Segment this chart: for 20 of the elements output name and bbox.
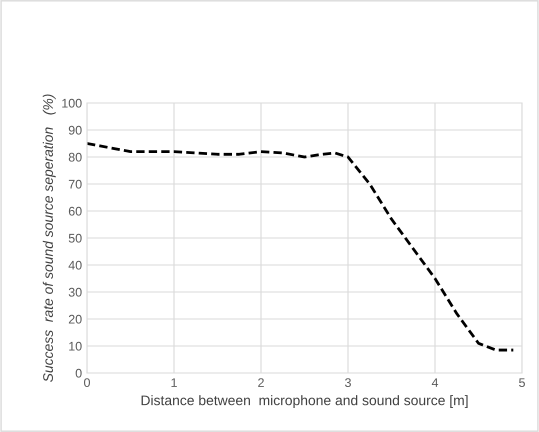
y-tick-label: 50 [68,234,82,243]
x-tick-label: 5 [519,378,525,388]
x-tick-label: 3 [345,378,351,388]
x-tick-label: 4 [432,378,438,387]
y-tick-label: 30 [68,288,82,297]
y-tick-label: 100 [62,98,82,108]
y-tick-label: 80 [68,152,82,162]
x-tick-label: 2 [258,378,264,387]
y-tick-label: 10 [69,342,82,351]
line-series [87,142,515,352]
x-axis-title: Distance between microphone and sound source [m] [142,395,468,408]
y-tick-label: 20 [68,314,82,324]
y-tick-label: 60 [68,206,82,216]
y-axis-title: Success rate of sound source seperation (%) [42,94,56,382]
x-tick-label: 0 [84,378,90,388]
y-tick-label: 40 [68,260,82,270]
y-tick-label: 0 [76,368,82,378]
y-tick-label: 70 [68,180,82,189]
y-tick-label: 90 [68,126,82,135]
x-tick-label: 1 [171,378,177,387]
